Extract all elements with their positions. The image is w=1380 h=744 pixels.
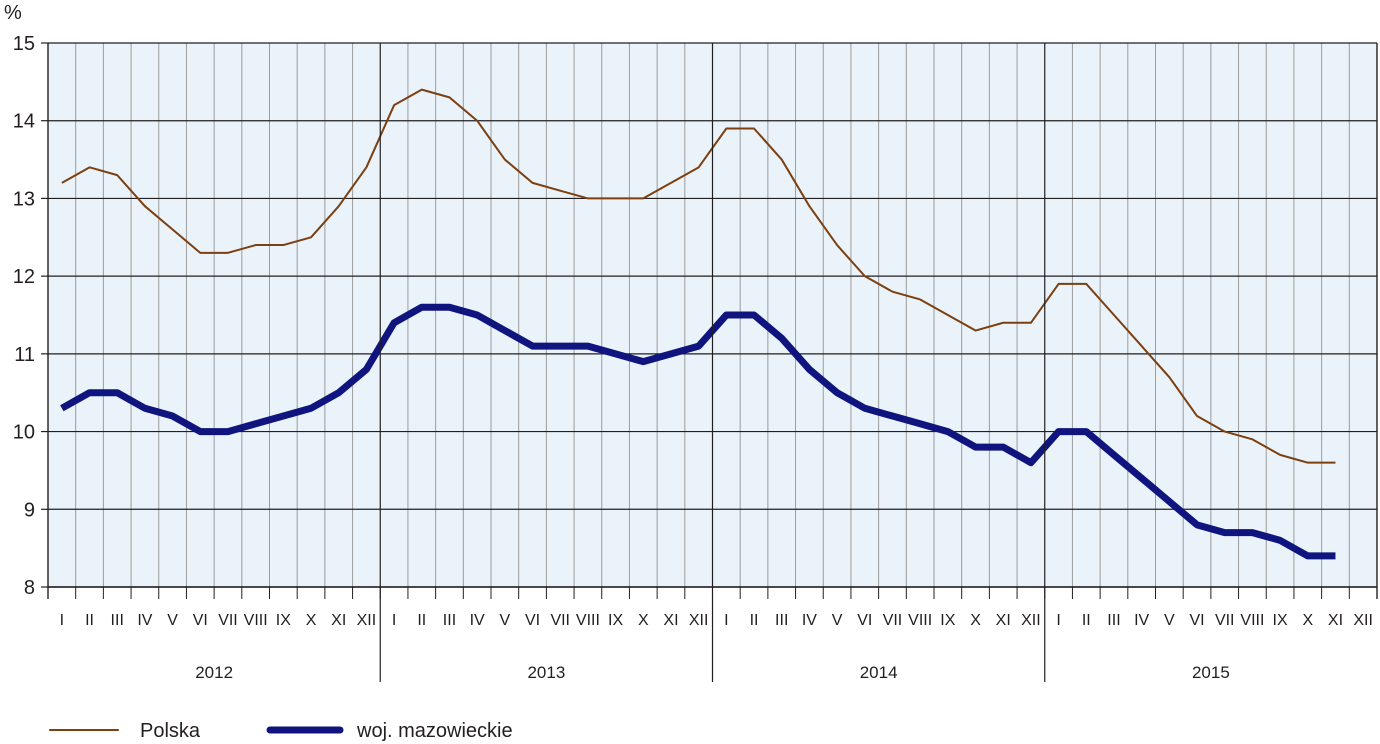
month-tick-label: VIII <box>1240 612 1264 629</box>
y-tick-label: 9 <box>24 499 35 521</box>
series-line-mazowieckie <box>60 303 1336 560</box>
month-tick-label: VIII <box>908 612 932 629</box>
month-tick-label: XI <box>1328 612 1343 629</box>
month-tick-label: VI <box>857 612 872 629</box>
y-tick-label: 10 <box>13 422 35 444</box>
y-tick-label: 8 <box>24 577 35 599</box>
month-tick-label: VII <box>550 612 570 629</box>
year-label: 2012 <box>195 663 233 682</box>
month-tick-label: VII <box>218 612 238 629</box>
month-tick-label: II <box>1082 612 1091 629</box>
month-tick-label: IX <box>276 612 291 629</box>
month-tick-label: III <box>443 612 456 629</box>
month-tick-label: II <box>750 612 759 629</box>
series-line-polska <box>61 88 1336 464</box>
month-tick-label: VIII <box>576 612 600 629</box>
month-tick-label: V <box>1164 612 1175 629</box>
month-tick-label: X <box>638 612 649 629</box>
legend-label: Polska <box>140 720 201 742</box>
month-tick-label: XII <box>1021 612 1041 629</box>
month-tick-label: IV <box>470 612 485 629</box>
legend: Polska woj. mazowieckie <box>49 720 513 742</box>
month-tick-label: V <box>832 612 843 629</box>
month-tick-label: VIII <box>244 612 268 629</box>
y-tick-label: 14 <box>13 111 35 133</box>
y-tick-label: 13 <box>13 188 35 210</box>
month-tick-label: VI <box>1189 612 1204 629</box>
year-label: 2013 <box>527 663 565 682</box>
month-tick-label: XI <box>663 612 678 629</box>
month-tick-label: X <box>306 612 317 629</box>
y-axis-unit-label: % <box>4 2 22 24</box>
series-lines <box>60 88 1336 560</box>
month-tick-label: XI <box>996 612 1011 629</box>
month-tick-label: XII <box>1353 612 1373 629</box>
month-tick-label: II <box>85 612 94 629</box>
y-tick-label: 15 <box>13 33 35 55</box>
month-tick-label: VII <box>1215 612 1235 629</box>
month-tick-label: VII <box>883 612 903 629</box>
month-tick-label: VI <box>193 612 208 629</box>
month-tick-label: IV <box>1134 612 1149 629</box>
month-tick-label: I <box>392 612 396 629</box>
year-label: 2015 <box>1192 663 1230 682</box>
month-tick-label: V <box>167 612 178 629</box>
month-tick-label: I <box>60 612 64 629</box>
month-tick-label: X <box>1302 612 1313 629</box>
month-tick-label: II <box>417 612 426 629</box>
month-tick-label: IV <box>137 612 152 629</box>
month-tick-label: XII <box>357 612 377 629</box>
month-tick-label: I <box>1056 612 1060 629</box>
month-tick-label: VI <box>525 612 540 629</box>
y-tick-label: 11 <box>14 344 35 366</box>
month-tick-label: IX <box>940 612 955 629</box>
month-tick-label: III <box>1107 612 1120 629</box>
month-tick-label: III <box>775 612 788 629</box>
month-tick-label: V <box>500 612 511 629</box>
month-tick-label: IX <box>1273 612 1288 629</box>
month-tick-label: I <box>724 612 728 629</box>
month-tick-label: X <box>970 612 981 629</box>
month-tick-label: XI <box>331 612 346 629</box>
legend-label: woj. mazowieckie <box>356 720 513 742</box>
month-tick-label: XII <box>689 612 709 629</box>
month-tick-label: IX <box>608 612 623 629</box>
month-tick-label: IV <box>802 612 817 629</box>
year-label: 2014 <box>860 663 898 682</box>
y-tick-label: 12 <box>13 266 35 288</box>
month-tick-label: III <box>111 612 124 629</box>
